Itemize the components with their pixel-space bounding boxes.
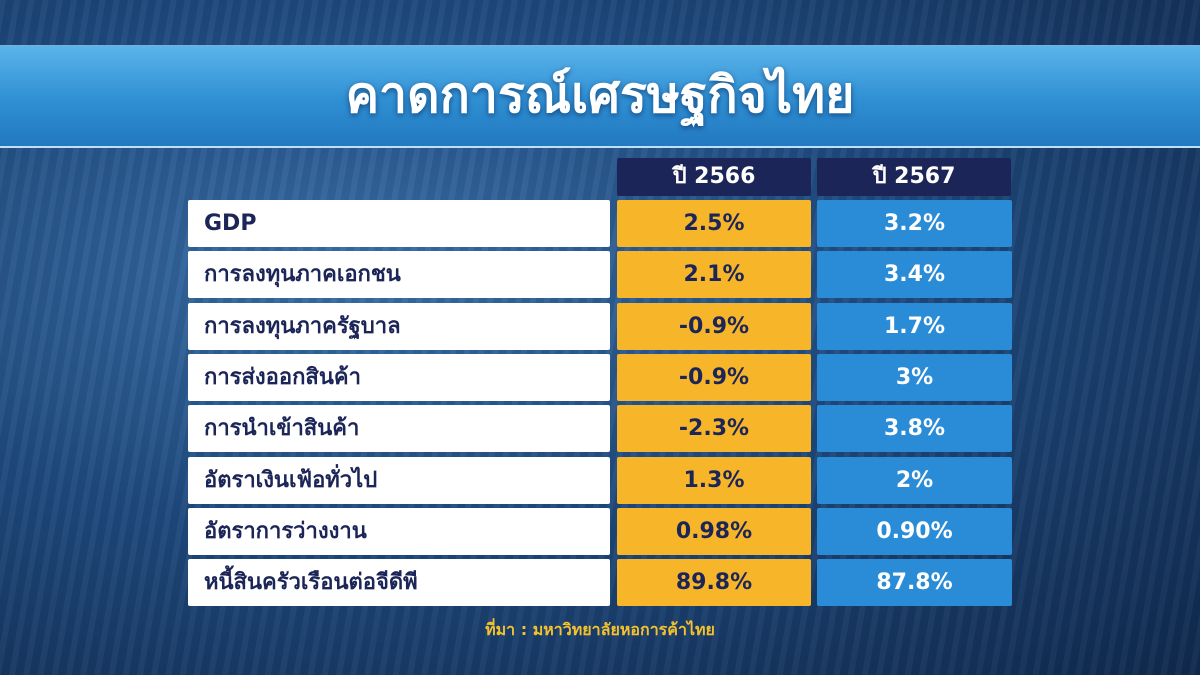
value-2567: 2% <box>817 456 1012 504</box>
source: ที่มา : มหาวิทยาลัยหอการค้าไทย <box>485 620 715 639</box>
value-2567: 3.4% <box>817 251 1012 299</box>
row-label: การส่งออกสินค้า <box>188 353 610 401</box>
value-2566: 0.98% <box>617 507 811 555</box>
value-2567: 1.7% <box>817 302 1012 350</box>
row-label: อัตราเงินเฟ้อทั่วไป <box>188 456 610 504</box>
title: คาดการณ์เศรษฐกิจไทย <box>345 66 855 124</box>
row-label: GDP <box>188 200 610 247</box>
value-2566: -0.9% <box>617 302 811 350</box>
row-label: การลงทุนภาคเอกชน <box>188 251 610 299</box>
value-2567: 3.8% <box>817 405 1012 453</box>
value-2566: 2.5% <box>617 200 811 247</box>
value-2566: 89.8% <box>617 559 811 607</box>
value-2566: 2.1% <box>617 251 811 299</box>
value-2566: 1.3% <box>617 456 811 504</box>
title-band <box>0 45 1200 148</box>
row-label: การลงทุนภาครัฐบาล <box>188 302 610 350</box>
value-2567: 3.2% <box>817 200 1012 247</box>
column-header: ปี 2566 <box>617 158 811 196</box>
value-2566: -0.9% <box>617 353 811 401</box>
column-header: ปี 2567 <box>817 158 1011 196</box>
value-2567: 3% <box>817 353 1012 401</box>
value-2567: 0.90% <box>817 507 1012 555</box>
row-label: อัตราการว่างงาน <box>188 507 610 555</box>
value-2567: 87.8% <box>817 559 1012 607</box>
value-2566: -2.3% <box>617 405 811 453</box>
row-label: การนำเข้าสินค้า <box>188 405 610 453</box>
row-label: หนี้สินครัวเรือนต่อจีดีพี <box>188 559 610 607</box>
